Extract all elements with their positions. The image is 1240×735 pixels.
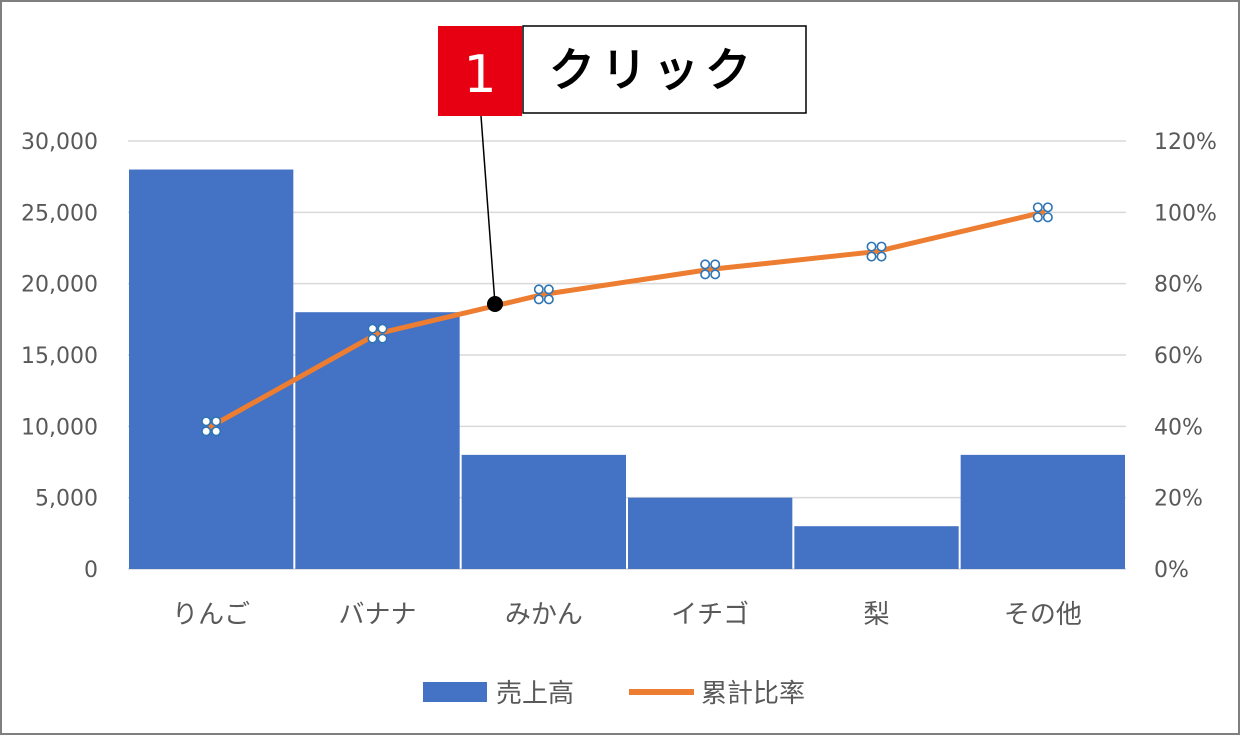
line-series-cumulative-ratio[interactable] [201, 202, 1053, 437]
category-label: バナナ [338, 600, 416, 630]
y-right-tick-label: 20% [1154, 487, 1203, 512]
callout-leader-line [480, 115, 496, 305]
y-left-tick-label: 10,000 [21, 415, 98, 440]
selection-handle-dot [201, 426, 212, 437]
selection-handle-dot [377, 323, 388, 334]
selection-handle-dot [876, 251, 887, 262]
y-left-tick-label: 0 [84, 558, 98, 583]
callout-number-badge [438, 26, 522, 116]
selection-handle-みかん[interactable] [533, 284, 554, 305]
selection-handle-梨[interactable] [866, 241, 887, 262]
y-right-tick-label: 80% [1154, 273, 1203, 298]
y-right-tick-label: 40% [1154, 415, 1203, 440]
bar-バナナ[interactable] [295, 312, 460, 569]
selection-handle-dot [876, 241, 887, 252]
selection-handle-dot [533, 284, 544, 295]
selection-handle-dot [866, 251, 877, 262]
category-label: イチゴ [671, 600, 749, 630]
y-right-tick-label: 100% [1154, 201, 1217, 226]
callout-label: クリック [549, 43, 757, 97]
selection-handle-dot [543, 284, 554, 295]
selection-handle-dot [1042, 202, 1053, 213]
bar-イチゴ[interactable] [628, 497, 793, 569]
y-left-tick-label: 30,000 [21, 130, 98, 155]
y-right-tick-label: 60% [1154, 344, 1203, 369]
selection-handle-バナナ[interactable] [367, 323, 388, 344]
selection-handle-dot [211, 426, 222, 437]
bar-みかん[interactable] [461, 454, 626, 569]
selection-handle-dot [367, 333, 378, 344]
selection-handle-dot [700, 259, 711, 270]
y-left-tick-label: 15,000 [21, 344, 98, 369]
callout-pointer-dot [487, 296, 503, 312]
bar-series-sales[interactable] [129, 169, 1125, 570]
selection-handle-その他[interactable] [1032, 202, 1053, 223]
selection-handle-dot [1032, 212, 1043, 223]
selection-handle-dot [377, 333, 388, 344]
selection-handle-dot [710, 259, 721, 270]
gridlines [128, 140, 1126, 570]
callout-number: 1 [463, 45, 496, 105]
callout: 1 クリック [438, 25, 807, 312]
bar-その他[interactable] [960, 454, 1125, 569]
cumulative-ratio-line[interactable] [208, 209, 1046, 429]
selection-handle-りんご[interactable] [201, 416, 222, 437]
legend-label-sales: 売上高 [496, 679, 574, 709]
y-left-tick-label: 5,000 [35, 487, 98, 512]
left-axis: 0 5,000 10,000 15,000 20,000 25,000 30,000 [21, 130, 98, 583]
category-label: りんご [172, 600, 250, 630]
selection-handle-イチゴ[interactable] [700, 259, 721, 280]
category-axis: りんご バナナ みかん イチゴ 梨 その他 [172, 600, 1082, 630]
selection-handle-dot [367, 323, 378, 334]
selection-handle-dot [710, 269, 721, 280]
category-label: みかん [505, 600, 583, 630]
selection-handle-dot [866, 241, 877, 252]
selection-handle-dot [533, 294, 544, 305]
selection-handle-dot [211, 416, 222, 427]
y-right-tick-label: 0% [1154, 558, 1189, 583]
right-axis: 0% 20% 40% 60% 80% 100% 120% [1154, 130, 1217, 583]
category-label: 梨 [863, 600, 889, 630]
bar-りんご[interactable] [129, 169, 294, 570]
selection-handle-dot [1032, 202, 1043, 213]
selection-handle-dot [201, 416, 212, 427]
legend[interactable]: 売上高 累計比率 [423, 679, 805, 709]
category-label: その他 [1004, 600, 1082, 630]
y-left-tick-label: 20,000 [21, 273, 98, 298]
callout-label-box [522, 25, 807, 114]
bar-梨[interactable] [794, 526, 959, 569]
selection-handle-dot [700, 269, 711, 280]
legend-label-cumulative-ratio: 累計比率 [701, 679, 805, 709]
selection-handle-dot [543, 294, 554, 305]
y-left-tick-label: 25,000 [21, 201, 98, 226]
y-right-tick-label: 120% [1154, 130, 1217, 155]
selection-handle-dot [1042, 212, 1053, 223]
legend-swatch-sales [423, 682, 487, 702]
